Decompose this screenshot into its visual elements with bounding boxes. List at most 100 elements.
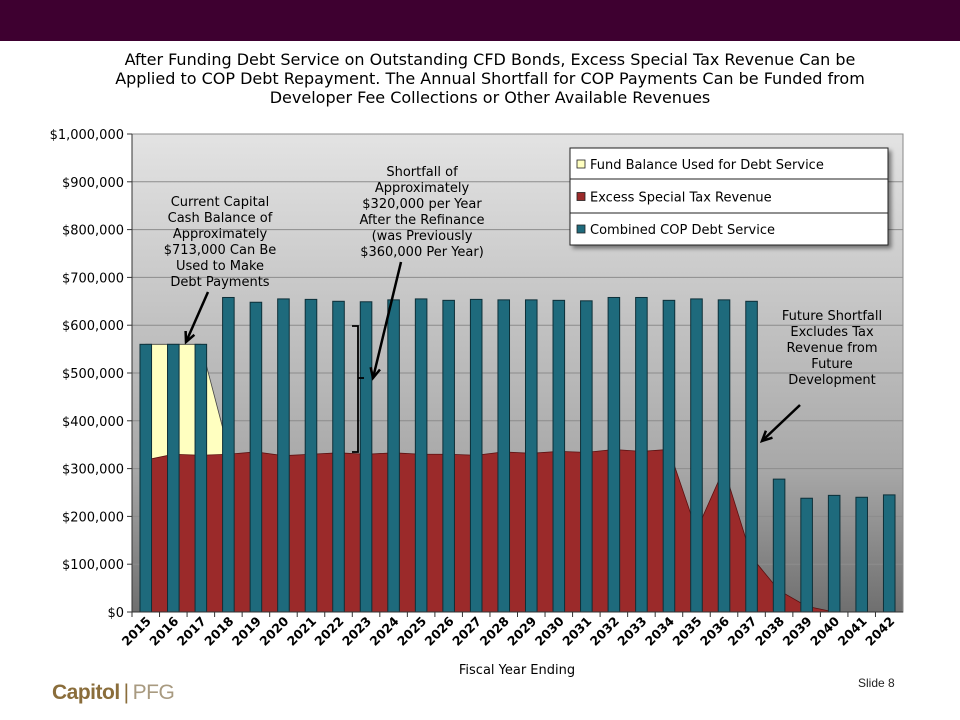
annotation-arrowhead (184, 330, 196, 345)
y-tick-label: $800,000 (62, 224, 124, 239)
cop-debt-bar (800, 497, 813, 613)
y-tick-label: $1,000,000 (50, 128, 124, 143)
annotation-text: $320,000 per Year (362, 197, 482, 212)
legend-swatch (576, 224, 586, 234)
legend-swatch (576, 192, 586, 201)
y-tick-label: $300,000 (62, 463, 124, 478)
annotation-text: Current Capital (171, 195, 270, 210)
x-tick-label: 2019 (229, 614, 264, 649)
cop-debt-bar (249, 301, 263, 613)
header-bar (0, 0, 960, 41)
cop-debt-bar (855, 496, 868, 613)
cop-debt-bar (635, 296, 648, 613)
x-tick-label: 2035 (669, 614, 704, 649)
cop-debt-bar (662, 299, 676, 613)
cop-debt-bar (745, 300, 758, 613)
x-tick-label: 2020 (256, 613, 291, 648)
x-tick-label: 2027 (449, 614, 484, 649)
x-tick-label: 2021 (284, 614, 319, 649)
x-axis-label: Fiscal Year Ending (459, 663, 575, 678)
y-tick-label: $400,000 (62, 415, 124, 430)
annotation-text: Debt Payments (170, 275, 269, 290)
cop-debt-bar (882, 494, 896, 613)
legend: Fund Balance Used for Debt Service Excess… (569, 147, 889, 246)
legend-swatch (576, 159, 586, 169)
annotation-text: After the Refinance (359, 213, 484, 228)
annotation-arrow (371, 261, 403, 379)
x-tick-label: 2029 (504, 614, 539, 649)
annotation-text: (was Previously (372, 229, 473, 244)
chart-title: After Funding Debt Service on Outstandin… (115, 50, 865, 107)
shortfall-bracket (352, 325, 364, 453)
annotation-text: $713,000 Can Be (164, 243, 277, 258)
cop-debt-bar (277, 298, 290, 613)
annotation-text: Future Shortfall (782, 309, 882, 324)
x-tick-label: 2037 (724, 614, 759, 649)
cop-debt-bar (497, 299, 511, 613)
company-logo: Capitol | PFG (52, 681, 175, 705)
cop-debt-bar (194, 343, 208, 613)
cop-debt-bar (717, 299, 731, 613)
cop-debt-bar (222, 296, 235, 613)
annotation-text: Cash Balance of (168, 211, 273, 226)
annotation-arrowhead (369, 366, 381, 381)
x-tick-label: 2036 (697, 613, 732, 648)
cop-debt-bar (524, 299, 538, 613)
logo-sub: PFG (132, 681, 175, 704)
legend-box (569, 147, 889, 246)
x-tick-label: 2034 (642, 613, 677, 648)
annotation-text: Revenue from (787, 341, 878, 356)
x-tick-label: 2022 (311, 614, 346, 649)
x-tick-label: 2042 (862, 614, 897, 649)
annotation-arrow (761, 404, 801, 442)
cop-debt-bar (359, 301, 373, 613)
cop-debt-bar (387, 299, 400, 613)
x-tick-label: 2031 (559, 614, 594, 649)
annotation-arrowhead (759, 430, 773, 443)
x-tick-label: 2023 (339, 614, 374, 649)
annotation-arrow (184, 291, 210, 343)
x-tick-label: 2016 (146, 613, 181, 648)
x-tick-label: 2040 (807, 613, 842, 648)
x-tick-label: 2039 (780, 614, 815, 649)
cop-debt-bar (139, 343, 153, 613)
x-tick-label: 2032 (587, 614, 622, 649)
annotation-text: Used to Make (176, 259, 264, 274)
cop-debt-bar (827, 494, 841, 613)
x-tick-label: 2018 (201, 614, 236, 649)
y-tick-label: $500,000 (62, 367, 124, 382)
cop-debt-bar (772, 478, 786, 613)
cop-debt-bar (469, 298, 483, 613)
x-tick-label: 2033 (614, 614, 649, 649)
x-tick-label: 2028 (477, 614, 512, 649)
slide-number: Slide 8 (858, 676, 895, 690)
annotation-text: Approximately (375, 181, 470, 196)
cop-debt-bar (442, 299, 455, 613)
y-tick-label: $200,000 (62, 510, 124, 525)
annotation-text: Shortfall of (386, 165, 458, 180)
cop-debt-bar (304, 298, 318, 613)
legend-label: Excess Special Tax Revenue (590, 191, 772, 206)
cop-debt-bar (332, 300, 345, 613)
x-tick-label: 2025 (394, 614, 429, 649)
annotation-text: $360,000 Per Year) (360, 245, 484, 260)
annotation-text: Approximately (173, 227, 268, 242)
y-tick-label: $900,000 (62, 176, 124, 191)
cop-debt-bar (607, 296, 621, 613)
x-tick-label: 2041 (835, 614, 870, 649)
x-tick-label: 2030 (532, 613, 567, 648)
x-tick-label: 2024 (366, 613, 401, 648)
logo-main: Capitol (52, 681, 120, 704)
y-tick-label: $100,000 (62, 558, 124, 573)
legend-label: Fund Balance Used for Debt Service (590, 158, 824, 173)
x-tick-label: 2038 (752, 614, 787, 649)
x-tick-label: 2026 (422, 613, 457, 648)
cop-debt-bar (414, 298, 428, 613)
y-tick-label: $700,000 (62, 271, 124, 286)
y-tick-label: $600,000 (62, 319, 124, 334)
cop-debt-bar (552, 299, 566, 613)
cop-debt-bar (690, 298, 703, 613)
y-tick-label: $0 (107, 606, 124, 621)
x-tick-label: 2017 (174, 614, 209, 649)
